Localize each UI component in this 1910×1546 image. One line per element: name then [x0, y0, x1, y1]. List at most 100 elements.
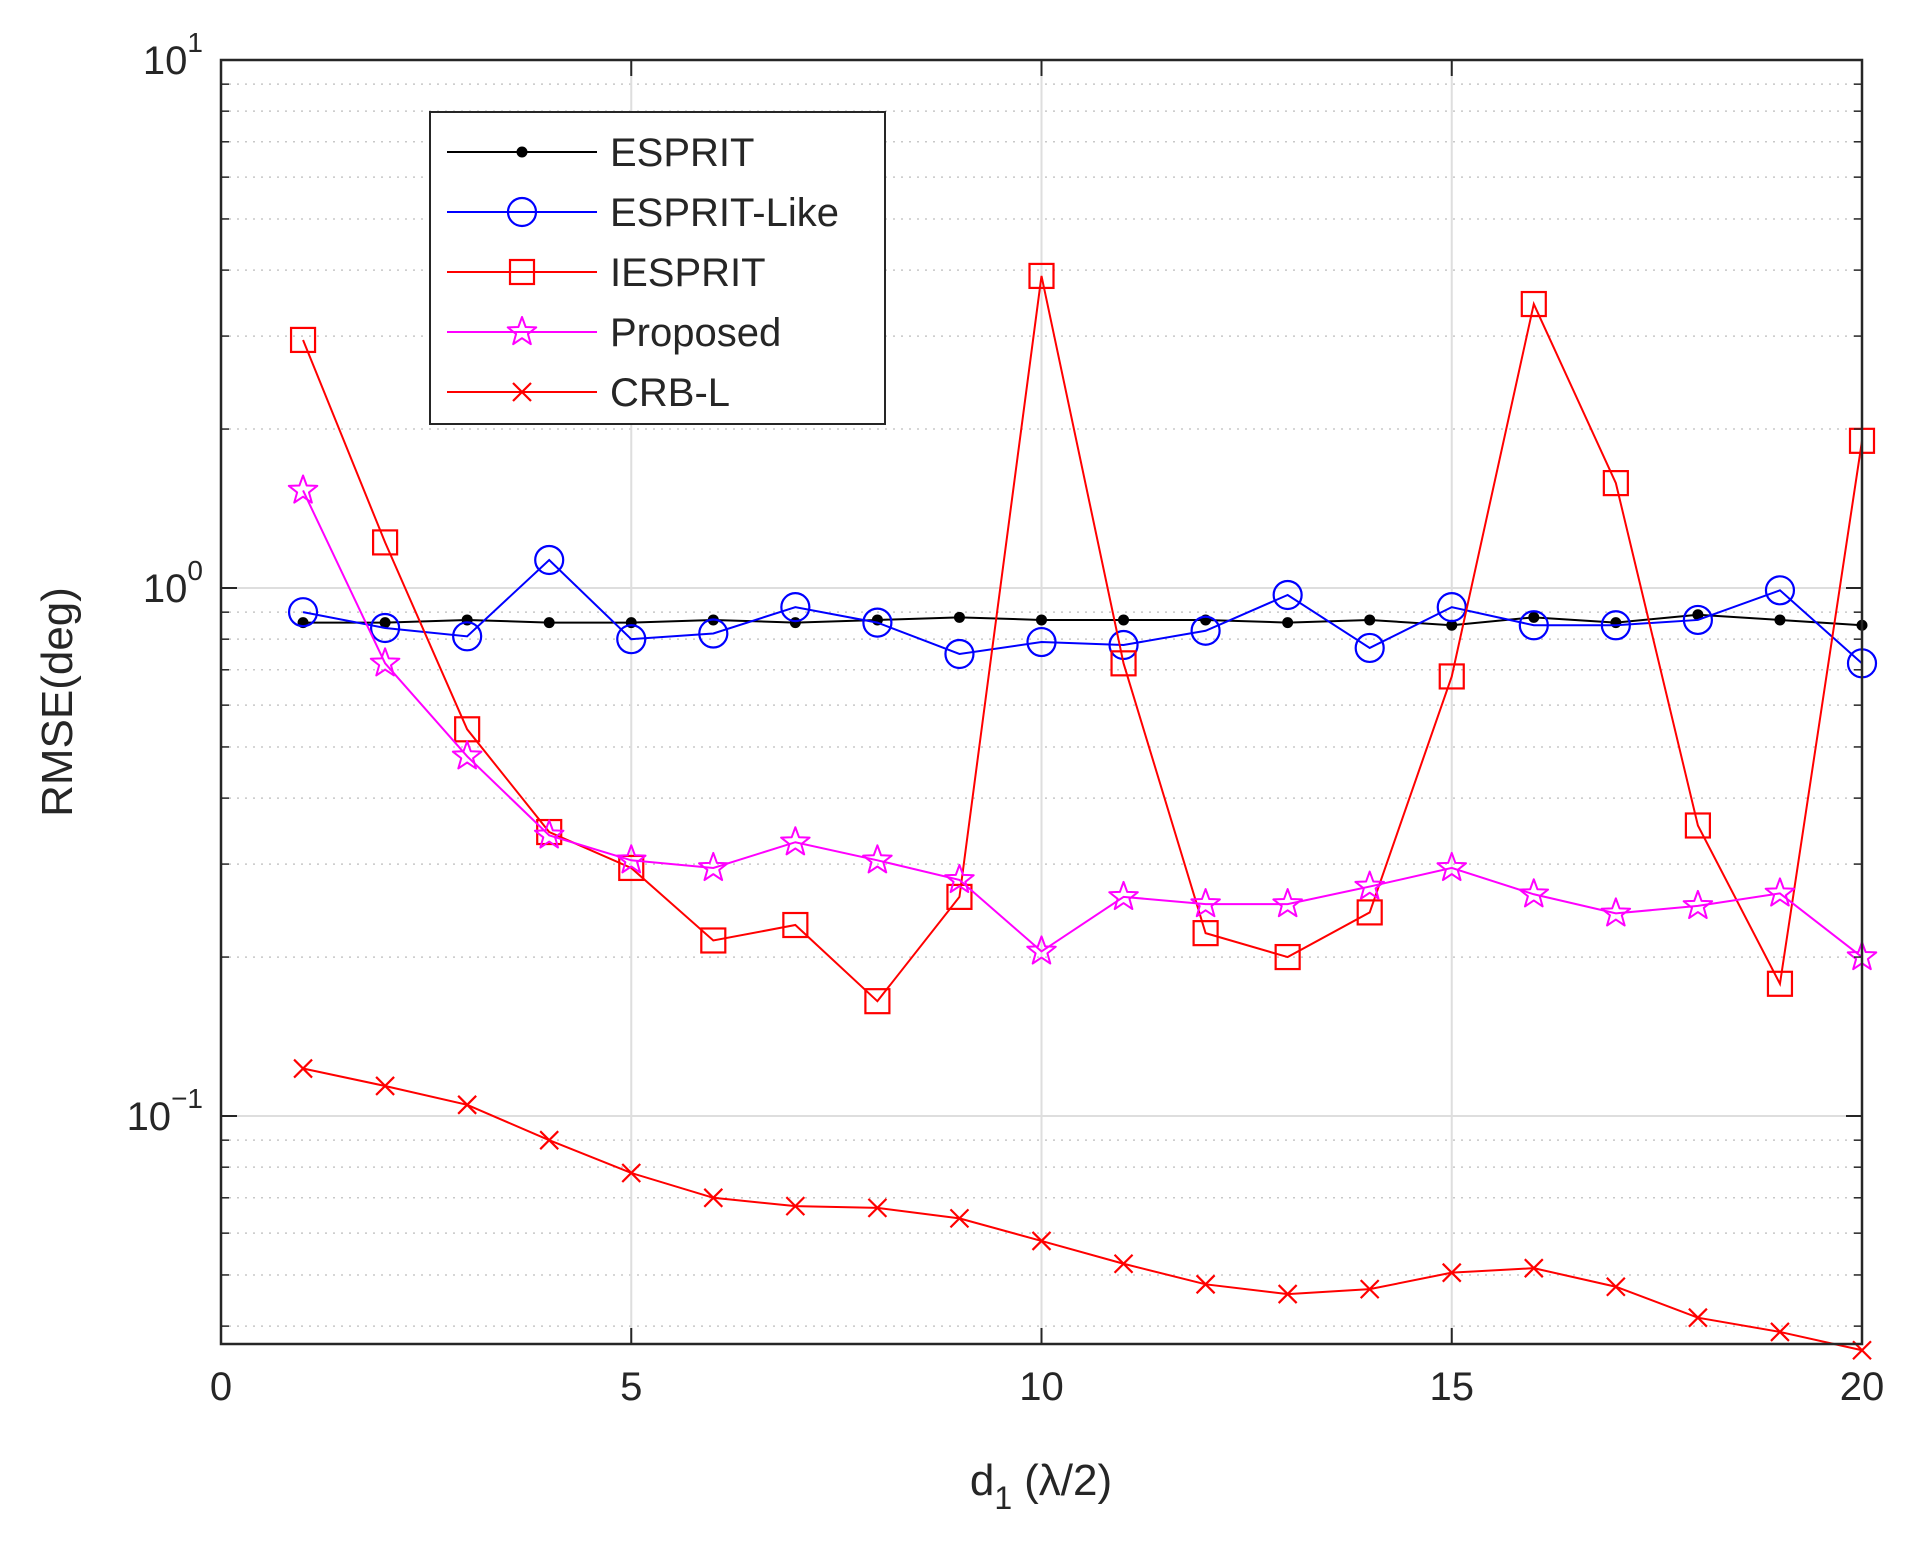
x-axis-label-unit: (λ/2): [1024, 1456, 1112, 1505]
data-point-crb-l: [703, 1188, 724, 1208]
x-marker-stroke: [1524, 1258, 1544, 1278]
data-point-esprit: [1774, 614, 1786, 626]
data-point-crb-l: [1524, 1258, 1544, 1278]
x-axis-label-main: d: [970, 1456, 994, 1505]
legend-marker-crb-l: [512, 382, 532, 402]
y-tick-label: 101: [143, 27, 203, 83]
data-point-iesprit: [1356, 899, 1383, 926]
legend: ESPRIT ESPRIT-Like IESPRIT Proposed CRB-L: [429, 111, 886, 425]
legend-box: [429, 111, 886, 425]
data-point-esprit-like: [1354, 632, 1385, 664]
data-point-crb-l: [1113, 1253, 1134, 1274]
data-point-esprit-like: [780, 592, 811, 623]
data-point-proposed: [1682, 889, 1714, 920]
data-point-crb-l: [949, 1208, 970, 1229]
data-point-crb-l: [1770, 1322, 1790, 1342]
legend-label-proposed: Proposed: [610, 311, 781, 355]
data-point-iesprit: [1602, 470, 1629, 497]
x-marker-stroke: [1113, 1253, 1134, 1274]
data-point-crb-l: [539, 1130, 559, 1150]
legend-item-iesprit: IESPRIT: [447, 251, 766, 295]
data-point-crb-l: [1031, 1231, 1052, 1251]
x-tick-label: 0: [210, 1365, 232, 1409]
series-layer: [287, 262, 1878, 1361]
data-point-proposed: [1026, 935, 1057, 965]
data-point-esprit-like: [1190, 615, 1221, 646]
axis-ticks: [220, 59, 1863, 1344]
data-point-crb-l: [1277, 1284, 1298, 1304]
data-point-esprit-like: [698, 618, 729, 649]
data-point-crb-l: [785, 1196, 806, 1216]
data-point-crb-l: [1441, 1262, 1462, 1283]
data-point-proposed: [698, 851, 729, 882]
legend-marker-proposed: [506, 316, 538, 346]
data-point-iesprit: [1274, 943, 1301, 971]
data-point-esprit: [1118, 614, 1130, 626]
data-point-proposed: [1518, 878, 1550, 908]
legend-item-esprit-like: ESPRIT-Like: [447, 191, 839, 235]
data-point-iesprit: [946, 883, 973, 911]
legend-label-esprit: ESPRIT: [610, 131, 754, 175]
data-point-proposed: [615, 844, 647, 874]
x-marker-stroke: [512, 382, 532, 402]
data-point-iesprit: [1520, 290, 1547, 318]
y-tick-label: 100: [143, 555, 203, 611]
x-axis-label-subscript: 1: [994, 1480, 1012, 1516]
data-point-crb-l: [1606, 1276, 1626, 1297]
series-proposed: [287, 474, 1878, 971]
x-axis-label: d1 (λ/2): [970, 1456, 1112, 1516]
x-marker-stroke: [1688, 1307, 1708, 1328]
x-marker-stroke: [1606, 1276, 1626, 1297]
y-tick-label-exponent: 0: [187, 555, 203, 586]
y-tick-label-exponent: −1: [171, 1083, 203, 1114]
data-point-esprit: [379, 617, 391, 629]
legend-marker-iesprit: [508, 258, 536, 286]
data-point-proposed: [451, 740, 483, 770]
x-tick-label: 15: [1430, 1365, 1475, 1409]
data-point-esprit-like: [1600, 610, 1631, 641]
x-marker-stroke: [785, 1196, 806, 1216]
data-point-proposed: [1354, 870, 1385, 900]
x-marker-stroke: [1277, 1284, 1298, 1304]
data-point-proposed: [944, 863, 975, 894]
legend-marker-esprit-like: [506, 196, 538, 228]
x-marker-stroke: [457, 1095, 477, 1115]
data-point-esprit: [953, 611, 965, 623]
data-point-esprit: [1282, 617, 1294, 629]
x-tick-label: 20: [1840, 1365, 1885, 1409]
data-point-proposed: [287, 474, 319, 504]
data-point-iesprit: [372, 529, 399, 556]
legend-item-crb-l: CRB-L: [447, 371, 730, 415]
y-tick-label-base: 10: [143, 567, 188, 611]
data-point-crb-l: [1688, 1307, 1708, 1328]
data-point-iesprit: [1110, 650, 1137, 677]
data-point-proposed: [1764, 877, 1796, 907]
data-point-proposed: [1272, 888, 1303, 918]
data-point-proposed: [1108, 880, 1139, 911]
x-tick-label: 10: [1019, 1365, 1064, 1409]
x-marker-stroke: [293, 1058, 313, 1079]
x-marker-stroke: [867, 1198, 888, 1218]
data-point-iesprit: [864, 988, 891, 1015]
data-point-esprit: [789, 617, 801, 629]
legend-label-esprit-like: ESPRIT-Like: [610, 191, 839, 235]
data-point-proposed: [369, 647, 401, 677]
data-point-esprit-like: [944, 638, 975, 670]
series-crb-l: [293, 1058, 1872, 1361]
x-marker-stroke: [1031, 1231, 1052, 1251]
x-tick-label: 5: [620, 1365, 642, 1409]
y-tick-label-base: 10: [127, 1095, 172, 1139]
data-point-esprit-like: [1764, 575, 1796, 606]
data-point-iesprit: [1438, 663, 1465, 690]
data-point-proposed: [1436, 851, 1468, 882]
series-line-iesprit: [302, 275, 1863, 1003]
legend-label-crb-l: CRB-L: [610, 371, 730, 415]
x-marker-stroke: [539, 1130, 559, 1150]
data-point-iesprit: [289, 326, 317, 354]
data-point-proposed: [533, 819, 565, 849]
data-point-proposed: [1190, 888, 1221, 918]
x-marker-stroke: [1359, 1279, 1380, 1299]
data-point-iesprit: [782, 911, 809, 939]
